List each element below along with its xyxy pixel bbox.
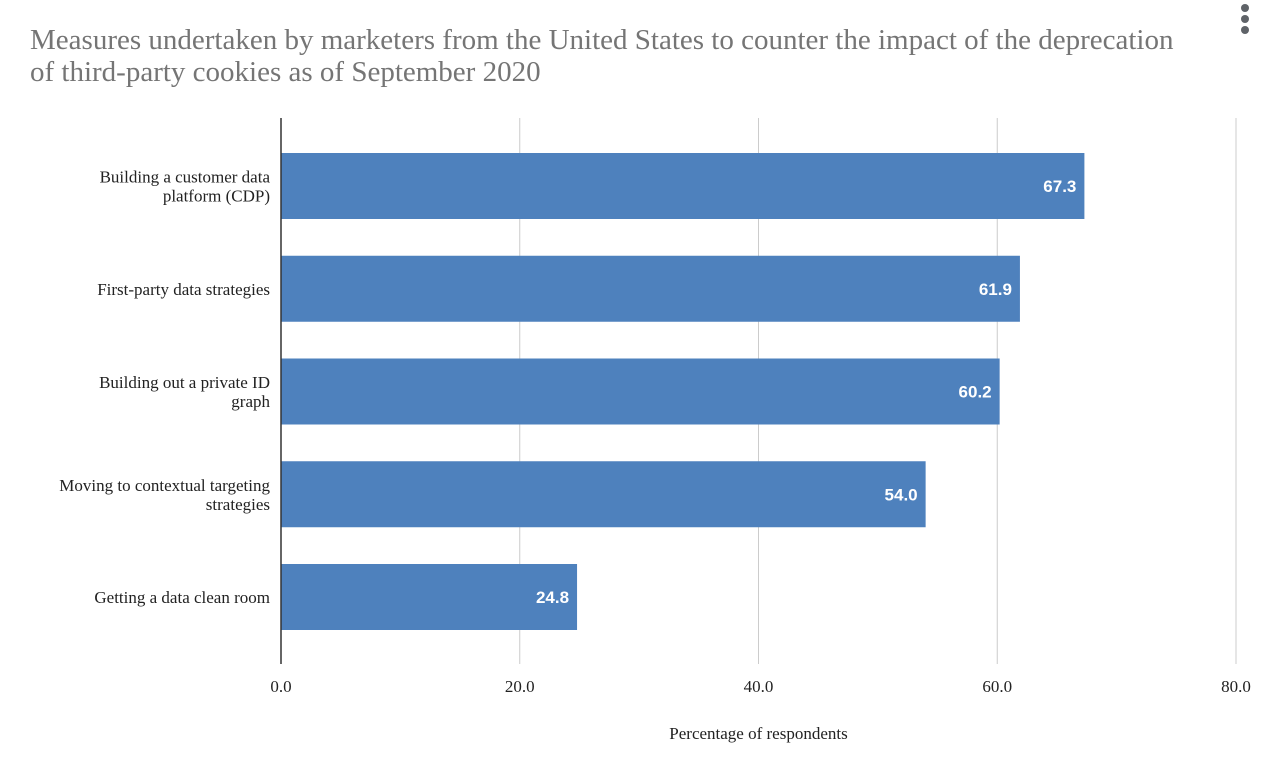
x-tick-label: 0.0 [270,677,291,696]
x-tick-label: 20.0 [505,677,535,696]
more-vert-icon-dot [1241,15,1249,23]
data-label: 24.8 [536,588,569,607]
chart-title: Measures undertaken by marketers from th… [30,24,1174,88]
bar [281,255,1020,322]
category-label-line: strategies [206,495,270,514]
x-tick-label: 40.0 [744,677,774,696]
category-label-line: First-party data strategies [97,280,270,299]
category-label-line: Building out a private ID [99,373,270,392]
more-vert-icon-dot [1241,26,1249,34]
x-tick-label: 80.0 [1221,677,1251,696]
chart-menu-button[interactable] [1234,2,1258,36]
bar [281,358,1000,425]
category-label-line: platform (CDP) [163,187,270,206]
x-axis-title: Percentage of respondents [669,724,847,743]
category-label: Building a customer data platform (CDP) [100,168,271,206]
category-label-line: graph [231,392,270,411]
category-label: Moving to contextual targeting strategies [59,476,270,514]
bar [281,461,926,528]
bar [281,564,578,630]
data-label: 54.0 [885,485,918,504]
category-label: Building out a private ID graph [99,373,270,411]
more-vert-icon-dot [1241,4,1249,12]
category-label: First-party data strategies [97,280,270,299]
category-label-line: Building a customer data [100,168,271,187]
label-layer: 0.0 20.0 40.0 60.0 80.0 67.3 Building a custom… [59,168,1251,697]
category-label-line: Getting a data clean room [94,588,270,607]
bar-layer [281,153,1085,630]
data-label: 67.3 [1043,177,1076,196]
category-label: Getting a data clean room [94,588,270,607]
category-label-line: Moving to contextual targeting [59,476,270,495]
x-tick-label: 60.0 [982,677,1012,696]
data-label: 61.9 [979,280,1012,299]
bar [281,153,1085,219]
data-label: 60.2 [959,383,992,402]
